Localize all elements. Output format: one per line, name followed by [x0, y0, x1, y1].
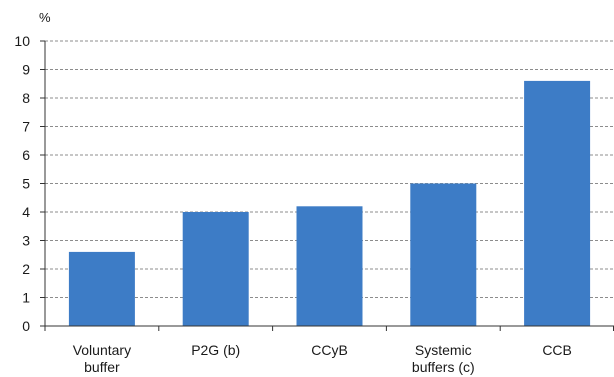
x-category-label: CCyB — [311, 342, 348, 358]
x-category-label: P2G (b) — [191, 342, 240, 358]
bar — [524, 80, 591, 327]
y-tick-label: 6 — [22, 147, 30, 163]
y-tick-label: 2 — [22, 261, 30, 277]
bar — [296, 206, 363, 326]
axes — [40, 40, 614, 331]
x-category-label: CCB — [542, 342, 572, 358]
bar — [410, 183, 477, 326]
y-tick-label: 5 — [22, 176, 30, 192]
y-tick-label: 0 — [22, 318, 30, 334]
y-tick-label: 3 — [22, 233, 30, 249]
bar — [182, 212, 249, 326]
y-tick-label: 9 — [22, 62, 30, 78]
x-category-label: Systemic buffers (c) — [412, 342, 475, 375]
y-tick-label: 10 — [14, 33, 30, 49]
y-tick-label: 1 — [22, 290, 30, 306]
bar — [68, 251, 135, 326]
labels: 0 1 2 3 4 5 6 7 8 9 10% Voluntary buffer P2G (b) CCyB S… — [14, 10, 571, 375]
y-tick-label: 7 — [22, 119, 30, 135]
y-tick-label: 8 — [22, 90, 30, 106]
x-category-label: Voluntary buffer — [73, 342, 131, 375]
bars — [68, 80, 591, 327]
y-axis-unit-label: % — [39, 10, 51, 25]
y-tick-label: 4 — [22, 204, 30, 220]
